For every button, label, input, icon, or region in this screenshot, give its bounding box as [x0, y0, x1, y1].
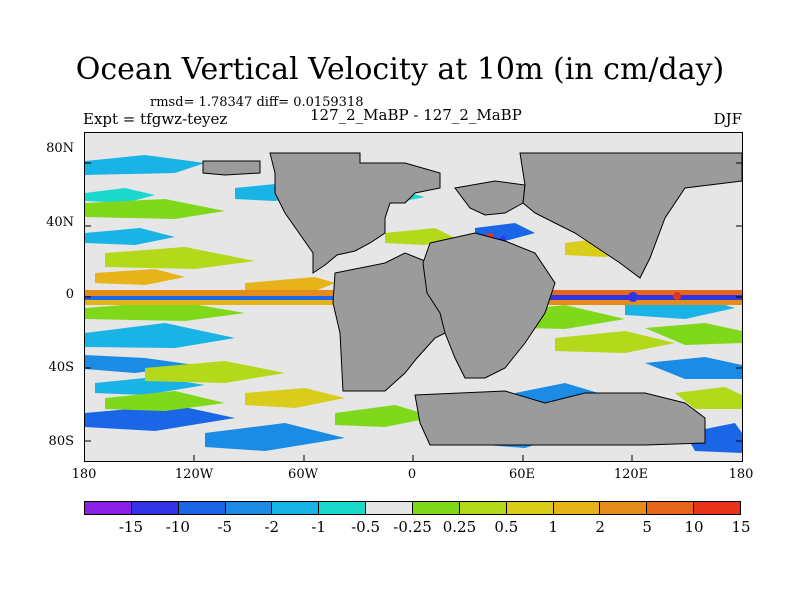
north-america — [269, 152, 441, 274]
lat-label-40n: 40N — [46, 215, 74, 230]
equatorial-band — [85, 233, 742, 305]
colorbar-swatch — [272, 502, 320, 514]
colorbar-label: -15 — [118, 518, 143, 536]
antarctic-land — [414, 390, 706, 446]
stats-text: rmsd= 1.78347 diff= 0.0159318 — [150, 95, 364, 110]
colorbar-swatch — [694, 502, 741, 514]
colorbar-label: 15 — [731, 518, 751, 536]
colorbar-label: 5 — [642, 518, 652, 536]
colorbar-label: 2 — [595, 518, 605, 536]
colorbar-swatch — [600, 502, 648, 514]
colorbar-swatch — [85, 502, 132, 514]
lat-label-40s: 40S — [48, 360, 74, 375]
colorbar-swatch — [506, 502, 554, 514]
axis-ticks — [85, 162, 742, 461]
lat-label-0: 0 — [65, 287, 74, 302]
lon-label-180w: 180 — [71, 467, 97, 482]
colorbar — [84, 501, 741, 515]
lon-label-60w: 60W — [288, 467, 318, 482]
colorbar-label: -2 — [264, 518, 280, 536]
colorbar-swatch — [553, 502, 601, 514]
lon-label-120w: 120W — [174, 467, 214, 482]
colorbar-swatch — [131, 502, 179, 514]
colorbar-label: -0.25 — [393, 518, 432, 536]
colorbar-label: 0.25 — [442, 518, 477, 536]
colorbar-swatch — [319, 502, 367, 514]
lat-label-80s: 80S — [48, 434, 74, 449]
lon-label-120e: 120E — [613, 467, 649, 482]
colorbar-swatch — [366, 502, 414, 514]
colorbar-swatch — [225, 502, 273, 514]
colorbar-label: -0.5 — [351, 518, 381, 536]
case-label: 127_2_MaBP - 127_2_MaBP — [310, 106, 522, 124]
land-masses — [202, 152, 742, 446]
colorbar-label: -10 — [165, 518, 190, 536]
colorbar-label: -5 — [217, 518, 233, 536]
colorbar-label: 1 — [548, 518, 559, 536]
colorbar-label: 0.5 — [494, 518, 519, 536]
colorbar-label: -1 — [311, 518, 326, 536]
season-label: DJF — [713, 110, 742, 128]
map-panel — [84, 132, 743, 462]
colorbar-swatch — [413, 502, 460, 514]
lat-label-80n: 80N — [46, 141, 74, 156]
experiment-label: Expt = tfgwz-teyez — [83, 110, 228, 128]
greenland — [202, 160, 261, 176]
colorbar-swatch — [178, 502, 226, 514]
lon-label-180e: 180 — [728, 467, 754, 482]
map-svg — [85, 133, 742, 461]
colorbar-swatch — [459, 502, 507, 514]
africa — [422, 232, 556, 379]
plot-title: Ocean Vertical Velocity at 10m (in cm/da… — [75, 52, 725, 87]
lon-label-0: 0 — [407, 467, 417, 482]
europe — [454, 180, 526, 216]
lon-label-60e: 60E — [508, 467, 536, 482]
colorbar-swatch — [647, 502, 695, 514]
asia — [519, 152, 742, 279]
colorbar-label: 10 — [684, 518, 704, 536]
